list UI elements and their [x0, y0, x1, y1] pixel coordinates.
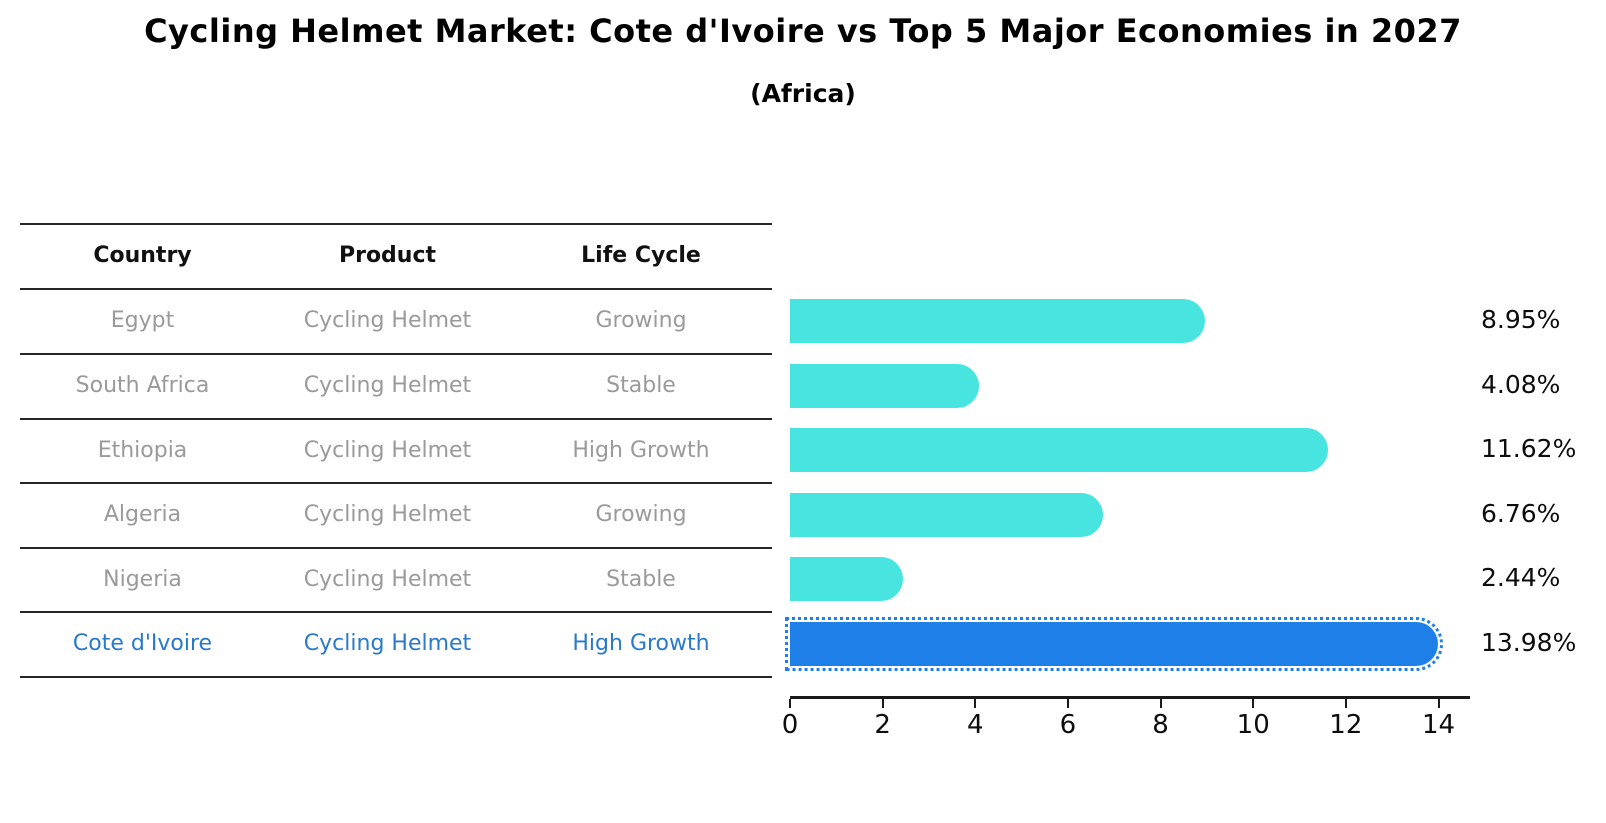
- table-row-nigeria: Nigeria Cycling Helmet Stable: [20, 547, 772, 611]
- chart-title: Cycling Helmet Market: Cote d'Ivoire vs …: [144, 12, 1462, 50]
- x-axis-tick: [1437, 699, 1440, 708]
- value-label-south-africa: 4.08%: [1481, 369, 1561, 399]
- table-row-ethiopia: Ethiopia Cycling Helmet High Growth: [20, 418, 772, 482]
- value-label-ethiopia: 11.62%: [1481, 434, 1577, 463]
- cell-life_cycle: Stable: [606, 373, 676, 398]
- x-axis-tick: [1344, 699, 1347, 708]
- table-separator-line: [20, 482, 772, 484]
- x-axis-tick-label: 0: [781, 710, 799, 740]
- bar-south-africa: [790, 363, 979, 408]
- bar-cote-d-ivoire: [785, 616, 1443, 671]
- x-axis-tick: [1159, 699, 1162, 708]
- table-separator-line: [20, 418, 772, 420]
- cell-life_cycle: High Growth: [572, 437, 710, 463]
- x-axis-tick-label: 6: [1059, 710, 1077, 740]
- table-row-algeria: Algeria Cycling Helmet Growing: [20, 482, 772, 547]
- table-row-egypt: Egypt Cycling Helmet Growing: [20, 288, 772, 353]
- table-separator-line: [20, 676, 772, 678]
- cell-life_cycle: Stable: [606, 566, 676, 592]
- cell-life_cycle: Growing: [595, 308, 687, 333]
- bar-egypt: [790, 298, 1205, 343]
- cell-country: Algeria: [103, 502, 182, 527]
- cell-country: Nigeria: [103, 566, 182, 592]
- cell-life_cycle: High Growth: [572, 631, 710, 656]
- cell-product: Cycling Helmet: [303, 566, 472, 592]
- x-axis-tick-label: 14: [1421, 710, 1456, 740]
- x-axis-tick: [974, 699, 977, 708]
- cell-country: Egypt: [110, 308, 175, 333]
- value-label-nigeria: 2.44%: [1481, 563, 1561, 592]
- cell-country: Ethiopia: [97, 437, 188, 463]
- value-label-egypt: 8.95%: [1481, 304, 1561, 334]
- x-axis-tick-label: 12: [1329, 710, 1363, 740]
- column-header-product: Product: [338, 243, 437, 268]
- cell-product: Cycling Helmet: [303, 308, 472, 333]
- x-axis-line: [790, 696, 1470, 699]
- column-header-life-cycle: Life Cycle: [581, 243, 701, 268]
- column-header-country: Country: [93, 243, 192, 268]
- x-axis-tick-label: 4: [967, 710, 984, 740]
- table-separator-line: [20, 223, 772, 225]
- table-row-south-africa: South Africa Cycling Helmet Stable: [20, 353, 772, 418]
- x-axis-tick: [881, 699, 884, 708]
- bar-algeria: [790, 492, 1103, 537]
- x-axis-tick: [789, 699, 791, 708]
- cell-country: South Africa: [75, 373, 210, 398]
- bar-ethiopia: [790, 428, 1328, 472]
- table-separator-line: [20, 288, 772, 290]
- x-axis-tick: [1066, 699, 1069, 708]
- cell-product: Cycling Helmet: [303, 631, 472, 656]
- value-label-algeria: 6.76%: [1481, 498, 1561, 528]
- x-axis-tick: [1252, 699, 1255, 708]
- table-separator-line: [20, 611, 772, 613]
- x-axis-tick-label: 2: [874, 710, 891, 740]
- table-separator-line: [20, 547, 772, 549]
- table-separator-line: [20, 353, 772, 355]
- cell-life_cycle: Growing: [595, 502, 687, 527]
- cell-product: Cycling Helmet: [303, 437, 472, 463]
- cell-product: Cycling Helmet: [303, 502, 472, 527]
- chart-subtitle: (Africa): [750, 79, 856, 108]
- bar-nigeria: [790, 557, 903, 601]
- table-row-cote-d-ivoire: Cote d'Ivoire Cycling Helmet High Growth: [20, 611, 772, 676]
- cell-country: Cote d'Ivoire: [72, 631, 213, 656]
- table-header-row: Country Product Life Cycle: [20, 223, 772, 288]
- x-axis-tick-label: 10: [1236, 710, 1270, 740]
- cell-product: Cycling Helmet: [303, 373, 472, 398]
- value-label-cote-d-ivoire: 13.98%: [1481, 627, 1577, 657]
- x-axis-tick-label: 8: [1152, 710, 1169, 740]
